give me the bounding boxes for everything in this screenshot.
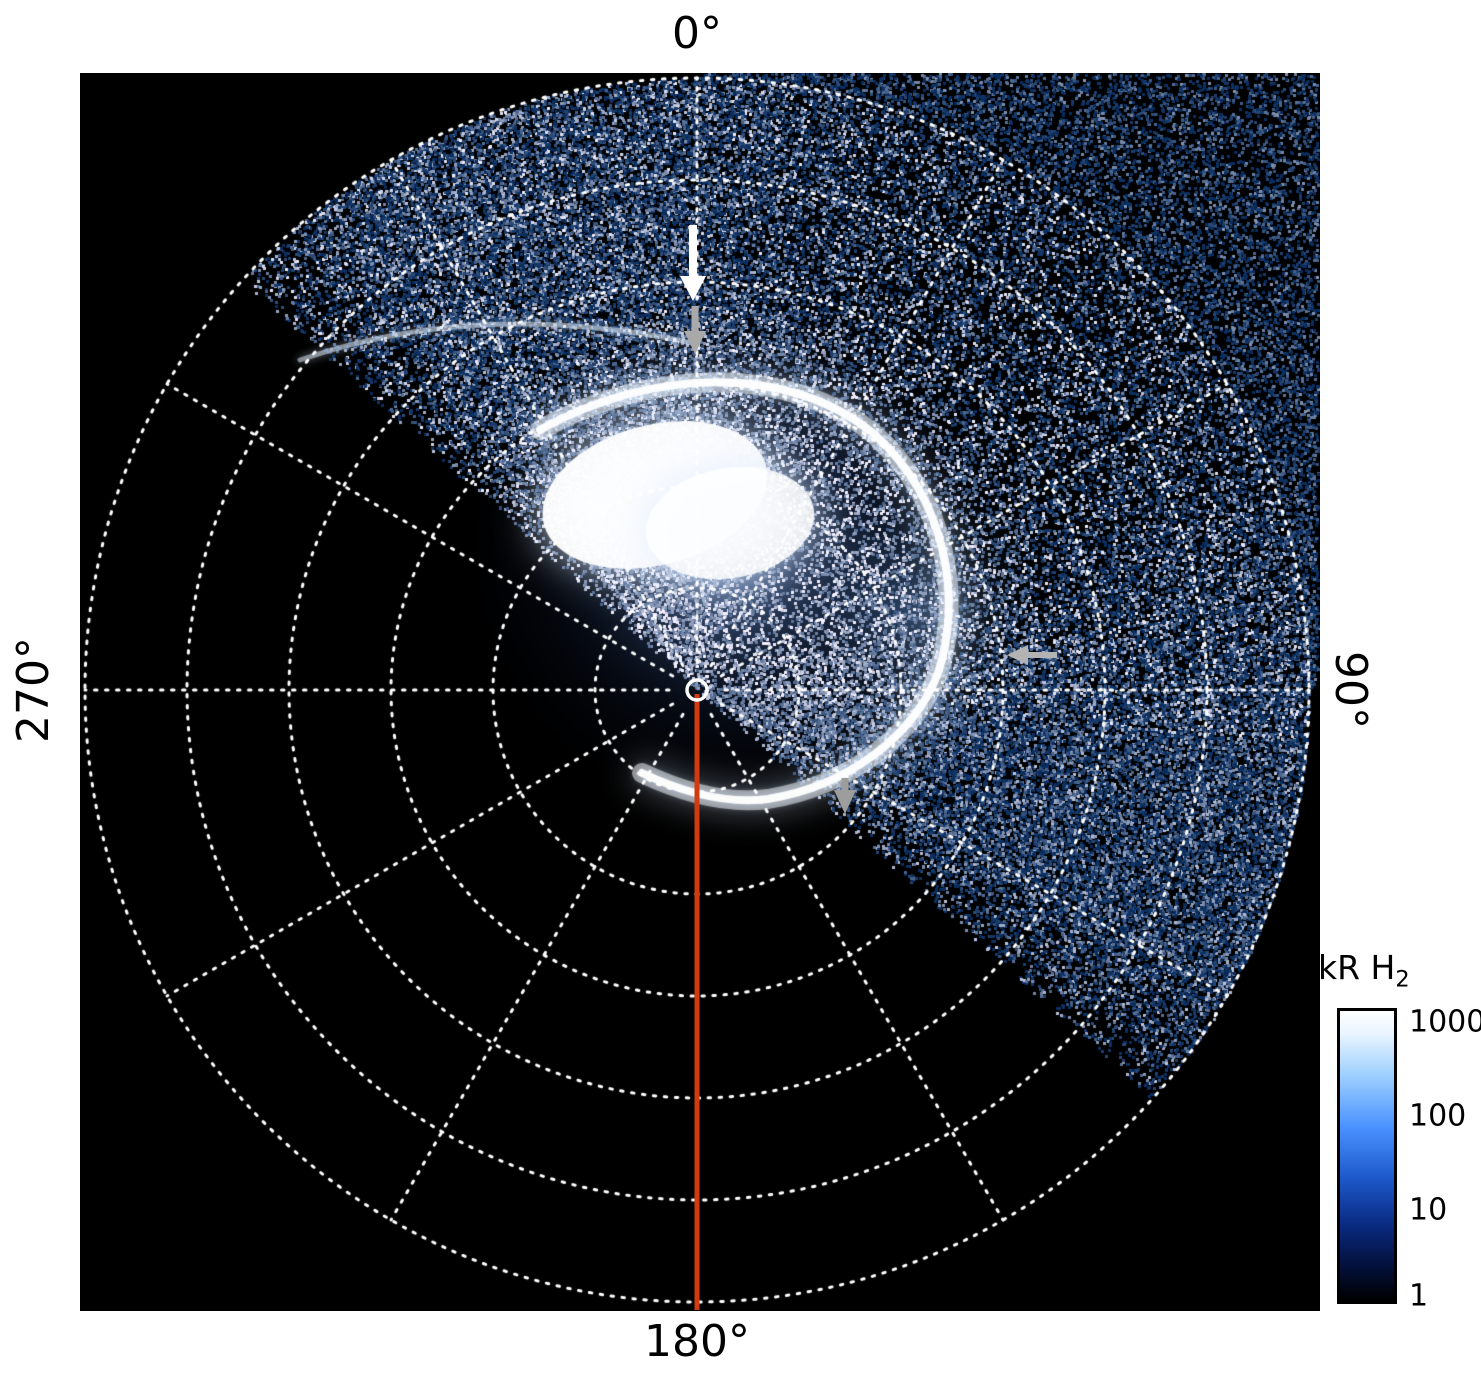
colorbar-title-subscript: 2 [1395,966,1410,993]
angle-label-270: 270° [8,637,59,743]
colorbar-tick-1000: 1000 [1409,1004,1481,1040]
angle-label-180: 180° [644,1316,750,1367]
colorbar-tick-1: 1 [1409,1278,1429,1314]
gray-down-arrow-top [684,331,706,354]
colorbar: 1000 100 10 1 [1337,1004,1481,1314]
pole-marker [685,678,709,702]
plot-annotations-overlay [680,225,1057,1310]
colorbar-tick-100: 100 [1409,1098,1467,1134]
colorbar-title-text: kR H [1318,948,1396,987]
white-down-arrow [680,276,706,301]
colorbar-gradient-bar [1337,1008,1397,1304]
plot-area [80,73,1320,1311]
angle-label-90: 90° [1325,651,1376,729]
colorbar-tick-10: 10 [1409,1192,1448,1228]
colorbar-tick-labels: 1000 100 10 1 [1409,1004,1481,1314]
colorbar-title: kR H2 [1318,948,1410,993]
angle-label-0: 0° [672,8,722,59]
gray-down-arrow-bottom [834,790,856,814]
gray-left-arrow [1007,645,1028,665]
